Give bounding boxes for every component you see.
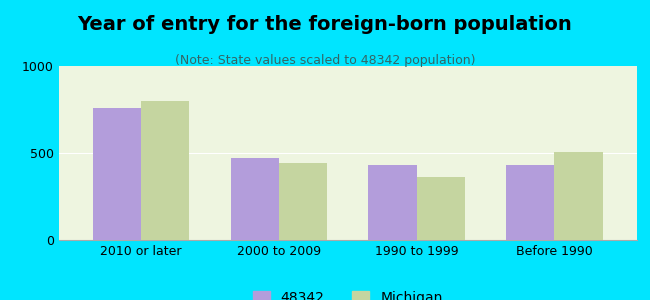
Bar	[93, 108, 141, 240]
Text: (Note: State values scaled to 48342 population): (Note: State values scaled to 48342 popu…	[175, 54, 475, 67]
Legend: 48342, Michigan: 48342, Michigan	[248, 285, 448, 300]
Bar	[141, 101, 189, 240]
Bar	[231, 158, 279, 240]
Bar	[506, 165, 554, 240]
Bar	[417, 177, 465, 240]
Bar	[554, 152, 603, 240]
Bar	[279, 164, 327, 240]
Text: Year of entry for the foreign-born population: Year of entry for the foreign-born popul…	[77, 15, 573, 34]
Bar	[369, 165, 417, 240]
